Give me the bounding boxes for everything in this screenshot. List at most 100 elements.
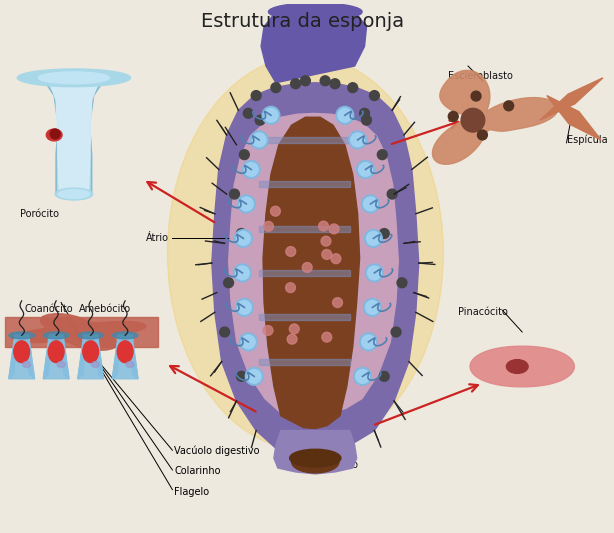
Circle shape: [236, 372, 246, 381]
Circle shape: [290, 79, 300, 88]
Ellipse shape: [44, 332, 69, 339]
Circle shape: [354, 367, 371, 385]
Circle shape: [362, 115, 371, 125]
Polygon shape: [20, 76, 128, 194]
Circle shape: [220, 327, 230, 337]
Circle shape: [363, 197, 378, 211]
Circle shape: [255, 115, 265, 125]
Text: Flagelo: Flagelo: [174, 487, 209, 497]
Circle shape: [251, 91, 261, 101]
Ellipse shape: [14, 341, 29, 362]
Circle shape: [329, 224, 339, 234]
Polygon shape: [44, 335, 69, 379]
Circle shape: [365, 264, 383, 282]
Circle shape: [365, 301, 379, 314]
Circle shape: [235, 230, 252, 247]
Circle shape: [461, 108, 484, 132]
Circle shape: [331, 254, 341, 264]
Polygon shape: [261, 5, 367, 83]
Ellipse shape: [78, 332, 103, 339]
Ellipse shape: [268, 3, 362, 21]
Polygon shape: [470, 346, 575, 387]
Circle shape: [349, 131, 367, 149]
Text: Estrutura da esponja: Estrutura da esponja: [201, 12, 404, 31]
Polygon shape: [259, 314, 350, 320]
Polygon shape: [5, 317, 158, 347]
Ellipse shape: [91, 361, 99, 367]
Text: Ósculo: Ósculo: [325, 460, 358, 470]
Circle shape: [300, 76, 310, 86]
Text: Pinacócito: Pinacócito: [458, 308, 508, 317]
Circle shape: [286, 247, 296, 256]
Circle shape: [287, 334, 297, 344]
Circle shape: [387, 189, 397, 199]
Circle shape: [338, 108, 352, 122]
Circle shape: [233, 264, 251, 282]
Circle shape: [322, 249, 332, 260]
Polygon shape: [259, 137, 350, 143]
Ellipse shape: [58, 190, 90, 198]
Circle shape: [391, 327, 401, 337]
Text: Vacúolo digestivo: Vacúolo digestivo: [174, 446, 260, 456]
Polygon shape: [432, 70, 558, 164]
Circle shape: [360, 108, 370, 118]
Text: Escleroblasto: Escleroblasto: [448, 71, 513, 81]
Polygon shape: [12, 314, 146, 350]
Circle shape: [251, 131, 268, 149]
Circle shape: [244, 163, 258, 176]
Circle shape: [302, 263, 312, 272]
Circle shape: [370, 91, 379, 101]
Polygon shape: [540, 78, 603, 120]
Ellipse shape: [39, 72, 109, 84]
Circle shape: [448, 111, 458, 122]
Ellipse shape: [168, 56, 443, 450]
Polygon shape: [39, 78, 109, 189]
Ellipse shape: [290, 449, 341, 467]
Circle shape: [241, 335, 255, 349]
Ellipse shape: [292, 451, 339, 473]
Circle shape: [230, 189, 239, 199]
Circle shape: [239, 150, 249, 159]
Circle shape: [239, 333, 257, 351]
Text: Colarinho: Colarinho: [174, 466, 221, 476]
Circle shape: [336, 107, 354, 124]
Circle shape: [236, 229, 246, 238]
Polygon shape: [9, 335, 34, 379]
Circle shape: [246, 367, 263, 385]
Text: Coanócito: Coanócito: [25, 304, 73, 314]
Circle shape: [247, 369, 261, 383]
Circle shape: [238, 301, 251, 314]
Ellipse shape: [49, 341, 64, 362]
Circle shape: [362, 195, 379, 213]
Circle shape: [271, 83, 281, 93]
Text: Amebócito: Amebócito: [79, 304, 131, 314]
Polygon shape: [259, 181, 350, 187]
Circle shape: [379, 372, 389, 381]
Circle shape: [333, 297, 343, 308]
Ellipse shape: [46, 129, 62, 141]
Circle shape: [363, 298, 381, 316]
Circle shape: [243, 160, 260, 179]
Circle shape: [238, 195, 255, 213]
Circle shape: [236, 266, 249, 280]
Ellipse shape: [9, 332, 34, 339]
Polygon shape: [112, 335, 138, 379]
Polygon shape: [112, 335, 138, 379]
Polygon shape: [547, 95, 601, 140]
Circle shape: [264, 108, 278, 122]
Polygon shape: [259, 359, 350, 365]
Polygon shape: [44, 335, 69, 379]
Circle shape: [321, 76, 330, 86]
Polygon shape: [263, 117, 360, 429]
Circle shape: [357, 160, 375, 179]
Ellipse shape: [507, 360, 528, 374]
Ellipse shape: [83, 341, 98, 362]
Circle shape: [321, 236, 331, 246]
Circle shape: [360, 333, 378, 351]
Circle shape: [263, 326, 273, 335]
Ellipse shape: [117, 341, 133, 362]
Polygon shape: [9, 335, 34, 379]
Circle shape: [262, 107, 280, 124]
Circle shape: [223, 278, 233, 288]
Circle shape: [379, 229, 389, 238]
